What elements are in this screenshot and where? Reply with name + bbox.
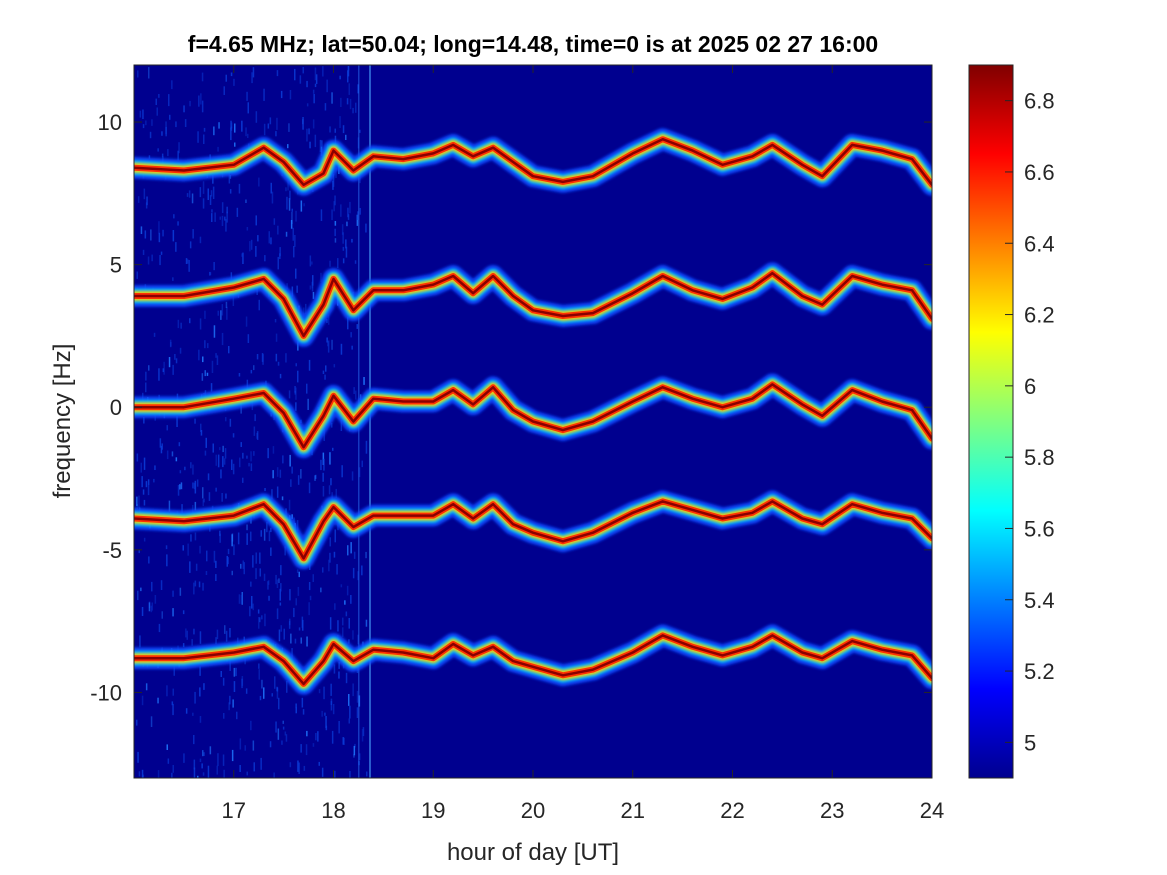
chart-title: f=4.65 MHz; lat=50.04; long=14.48, time=…: [188, 31, 878, 57]
colorbar-tick-label: 6.6: [1024, 160, 1055, 185]
x-tick-label: 21: [621, 798, 645, 823]
x-tick-label: 19: [421, 798, 445, 823]
colorbar-frame: [968, 64, 1014, 779]
x-axis-label: hour of day [UT]: [447, 839, 619, 866]
y-tick-label: -5: [102, 538, 122, 563]
y-tick-label: 0: [110, 395, 122, 420]
x-tick-label: 17: [222, 798, 246, 823]
echo-band-3-layer-5: [134, 383, 932, 449]
colorbar-tick-label: 5.4: [1024, 588, 1055, 613]
x-tick-label: 24: [920, 798, 944, 823]
colorbar-tick-label: 6.2: [1024, 303, 1055, 328]
x-tick-label: 18: [321, 798, 345, 823]
y-tick-label: 5: [110, 253, 122, 278]
echo-band-5: [134, 624, 932, 695]
echo-band-5-layer-5: [134, 634, 932, 686]
x-tick-label: 22: [720, 798, 744, 823]
plot-area: [134, 65, 932, 778]
colorbar: 6.8 6.6 6.4 6.2 6 5.8 5.6 5.4 5.2 5: [968, 64, 1055, 779]
x-axis-ticks: 17 18 19 20 21 22 23 24: [222, 65, 944, 823]
echo-band-4-layer-5: [134, 500, 932, 560]
colorbar-tick-label: 6.4: [1024, 231, 1055, 256]
colorbar-tick-label: 5.6: [1024, 516, 1055, 541]
y-tick-label: -10: [90, 680, 122, 705]
colorbar-tick-label: 6.8: [1024, 89, 1055, 114]
colorbar-tick-label: 5.2: [1024, 659, 1055, 684]
echo-band-4: [134, 490, 932, 570]
colorbar-gradient: [969, 65, 1013, 778]
echo-bands: [134, 128, 932, 695]
y-tick-label: 10: [98, 110, 122, 135]
echo-band-1: [134, 128, 932, 196]
x-tick-label: 23: [820, 798, 844, 823]
echo-band-1-layer-5: [134, 137, 932, 187]
x-tick-label: 20: [521, 798, 545, 823]
echo-band-2-layer-5: [134, 271, 932, 338]
colorbar-tick-label: 5: [1024, 730, 1036, 755]
echo-band-3: [134, 373, 932, 459]
y-axis-ticks: 10 5 0 -5 -10: [90, 110, 932, 705]
colorbar-tick-label: 6: [1024, 374, 1036, 399]
echo-band-2: [134, 262, 932, 347]
colorbar-ticks: 6.8 6.6 6.4 6.2 6 5.8 5.6 5.4 5.2 5: [1005, 89, 1055, 755]
y-axis-label: frequency [Hz]: [49, 344, 76, 499]
colorbar-tick-label: 5.8: [1024, 445, 1055, 470]
